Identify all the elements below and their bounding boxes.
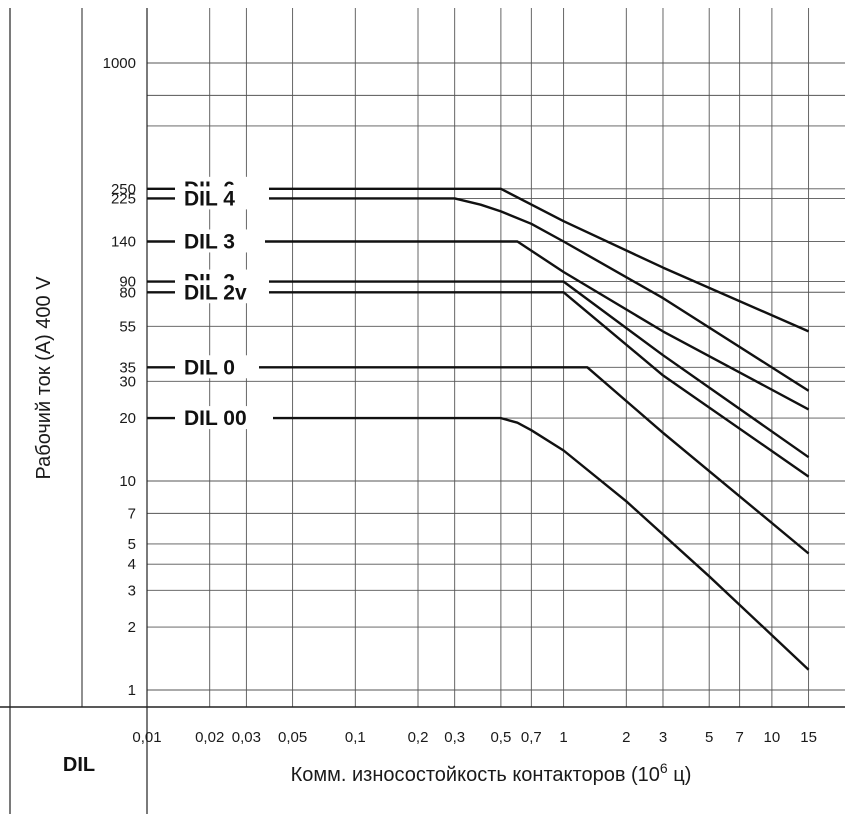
series-label-dil-4: DIL 4 <box>184 187 235 210</box>
x-tick-label: 3 <box>659 729 667 746</box>
y-tick-label: 1000 <box>103 55 136 72</box>
x-tick-label: 7 <box>735 729 743 746</box>
y-tick-label: 1 <box>128 682 136 699</box>
y-tick-label: 7 <box>128 505 136 522</box>
x-tick-label: 0,2 <box>408 729 429 746</box>
x-tick-label: 2 <box>622 729 630 746</box>
x-axis-title-main: Комм. износостойкость контакторов (10 <box>291 764 660 786</box>
y-tick-label: 5 <box>128 536 136 553</box>
x-tick-label: 0,1 <box>345 729 366 746</box>
y-tick-label: 225 <box>111 190 136 207</box>
x-tick-label: 5 <box>705 729 713 746</box>
series-line-dil-4 <box>147 197 810 392</box>
x-tick-label: 1 <box>559 729 567 746</box>
x-tick-label: 0,5 <box>490 729 511 746</box>
y-tick-label: 35 <box>119 359 136 376</box>
x-tick-label: 0,3 <box>444 729 465 746</box>
y-tick-label: 20 <box>119 410 136 427</box>
y-tick-label: 3 <box>128 582 136 599</box>
y-tick-label: 4 <box>128 556 136 573</box>
y-tick-label: 2 <box>128 619 136 636</box>
y-tick-label: 30 <box>119 373 136 390</box>
y-tick-label: 250 <box>111 181 136 198</box>
series-line-dil-3 <box>147 240 810 411</box>
y-tick-label: 140 <box>111 233 136 250</box>
series-label-dil-3: DIL 3 <box>184 230 235 253</box>
series-label-bg <box>175 406 273 430</box>
series-line-dil-00 <box>147 416 810 671</box>
series-line-dil-6 <box>147 187 810 333</box>
x-axis-title: Комм. износостойкость контакторов (106 ц… <box>291 760 692 786</box>
y-tick-label: 10 <box>119 473 136 490</box>
y-tick-label: 55 <box>119 318 136 335</box>
x-tick-label: 15 <box>800 729 817 746</box>
y-tick-label: 90 <box>119 274 136 291</box>
series-label-dil-00: DIL 00 <box>184 407 247 430</box>
chart-frame <box>0 8 845 814</box>
series-label-bg <box>175 186 269 210</box>
y-axis-title: Рабочий ток (A) 400 V <box>33 276 55 480</box>
x-axis-title-superscript: 6 <box>660 760 668 776</box>
series-line-dil-2 <box>147 280 810 459</box>
x-tick-label: 10 <box>764 729 781 746</box>
y-tick-label: 80 <box>119 284 136 301</box>
series-line-dil-0 <box>147 366 810 555</box>
x-tick-label: 0,03 <box>232 729 261 746</box>
series-line-dil-2v <box>147 291 810 478</box>
x-tick-label: 0,7 <box>521 729 542 746</box>
x-tick-label: 0,01 <box>132 729 161 746</box>
x-axis-title-unit: ц) <box>668 764 692 786</box>
x-tick-label: 0,02 <box>195 729 224 746</box>
series-label-bg <box>175 229 265 253</box>
series-lines <box>147 187 810 671</box>
corner-label: DIL <box>63 754 95 776</box>
series-label-bg <box>175 355 259 379</box>
x-tick-label: 0,05 <box>278 729 307 746</box>
series-label-bg <box>175 280 269 304</box>
series-label-dil-0: DIL 0 <box>184 356 235 379</box>
series-label-dil-2v: DIL 2v <box>184 281 247 304</box>
